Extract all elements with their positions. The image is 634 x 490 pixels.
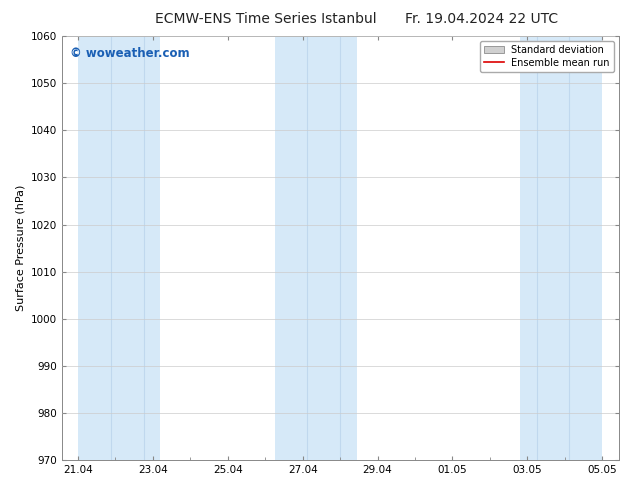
Legend: Standard deviation, Ensemble mean run: Standard deviation, Ensemble mean run — [481, 41, 614, 72]
Bar — [78, 36, 160, 460]
Text: Fr. 19.04.2024 22 UTC: Fr. 19.04.2024 22 UTC — [405, 12, 559, 26]
Bar — [521, 36, 602, 460]
Y-axis label: Surface Pressure (hPa): Surface Pressure (hPa) — [15, 185, 25, 311]
Bar — [275, 36, 356, 460]
Text: ECMW-ENS Time Series Istanbul: ECMW-ENS Time Series Istanbul — [155, 12, 377, 26]
Text: © woweather.com: © woweather.com — [70, 47, 190, 60]
